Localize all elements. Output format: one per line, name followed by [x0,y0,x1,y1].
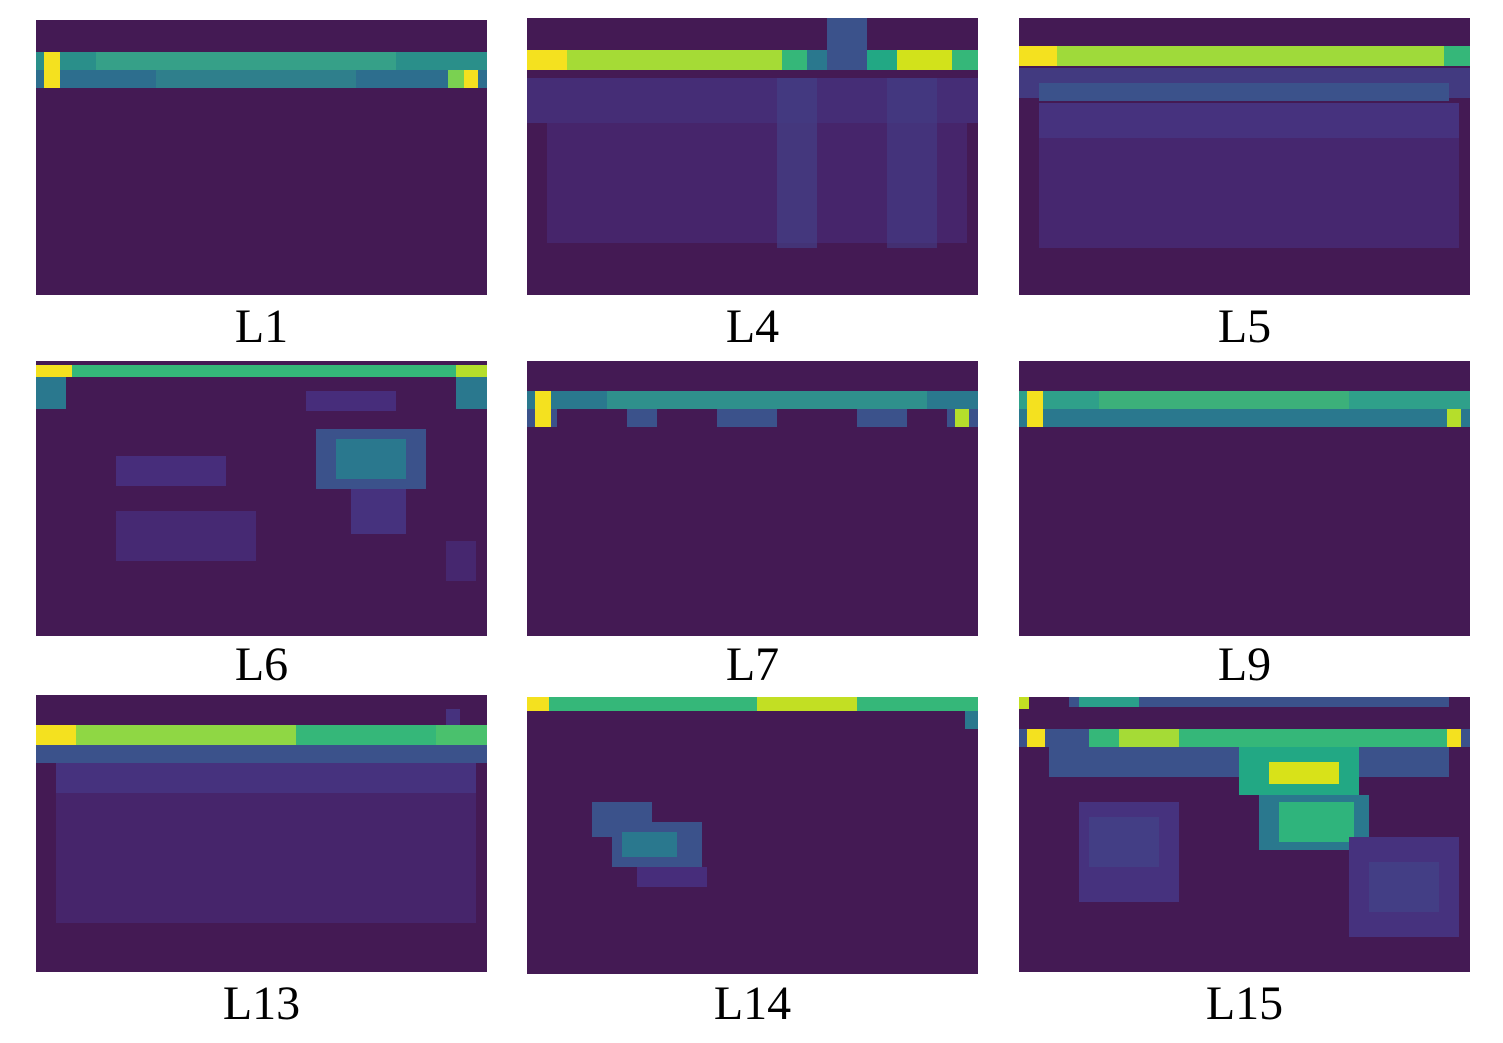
panel-label-l15: L15 [1205,977,1284,1030]
attention-panel-l7: L7 [527,361,978,689]
panel-label-l1: L1 [234,300,289,353]
panel-label-l13: L13 [222,977,301,1030]
panel-label-l5: L5 [1217,300,1272,353]
heatmap-l6 [36,361,487,636]
attention-panel-l4: L4 [527,18,978,351]
attention-panel-l6: L6 [36,361,487,689]
attention-panel-l15: L15 [1019,697,1470,1028]
heatmap-l5 [1019,18,1470,295]
panel-label-l9: L9 [1217,638,1272,691]
heatmap-l7 [527,361,978,636]
heatmap-l1 [36,20,487,295]
heatmap-l9 [1019,361,1470,636]
attention-panel-l5: L5 [1019,18,1470,351]
heatmap-l15 [1019,697,1470,972]
heatmap-l13 [36,695,487,972]
heatmap-l14 [527,697,978,974]
panel-label-l4: L4 [725,300,780,353]
attention-panel-l1: L1 [36,20,487,351]
attention-panel-l14: L14 [527,697,978,1028]
attention-panel-l9: L9 [1019,361,1470,689]
attention-panel-l13: L13 [36,695,487,1028]
heatmap-l4 [527,18,978,295]
panel-label-l6: L6 [234,638,289,691]
panel-label-l14: L14 [713,977,792,1030]
panel-label-l7: L7 [725,638,780,691]
